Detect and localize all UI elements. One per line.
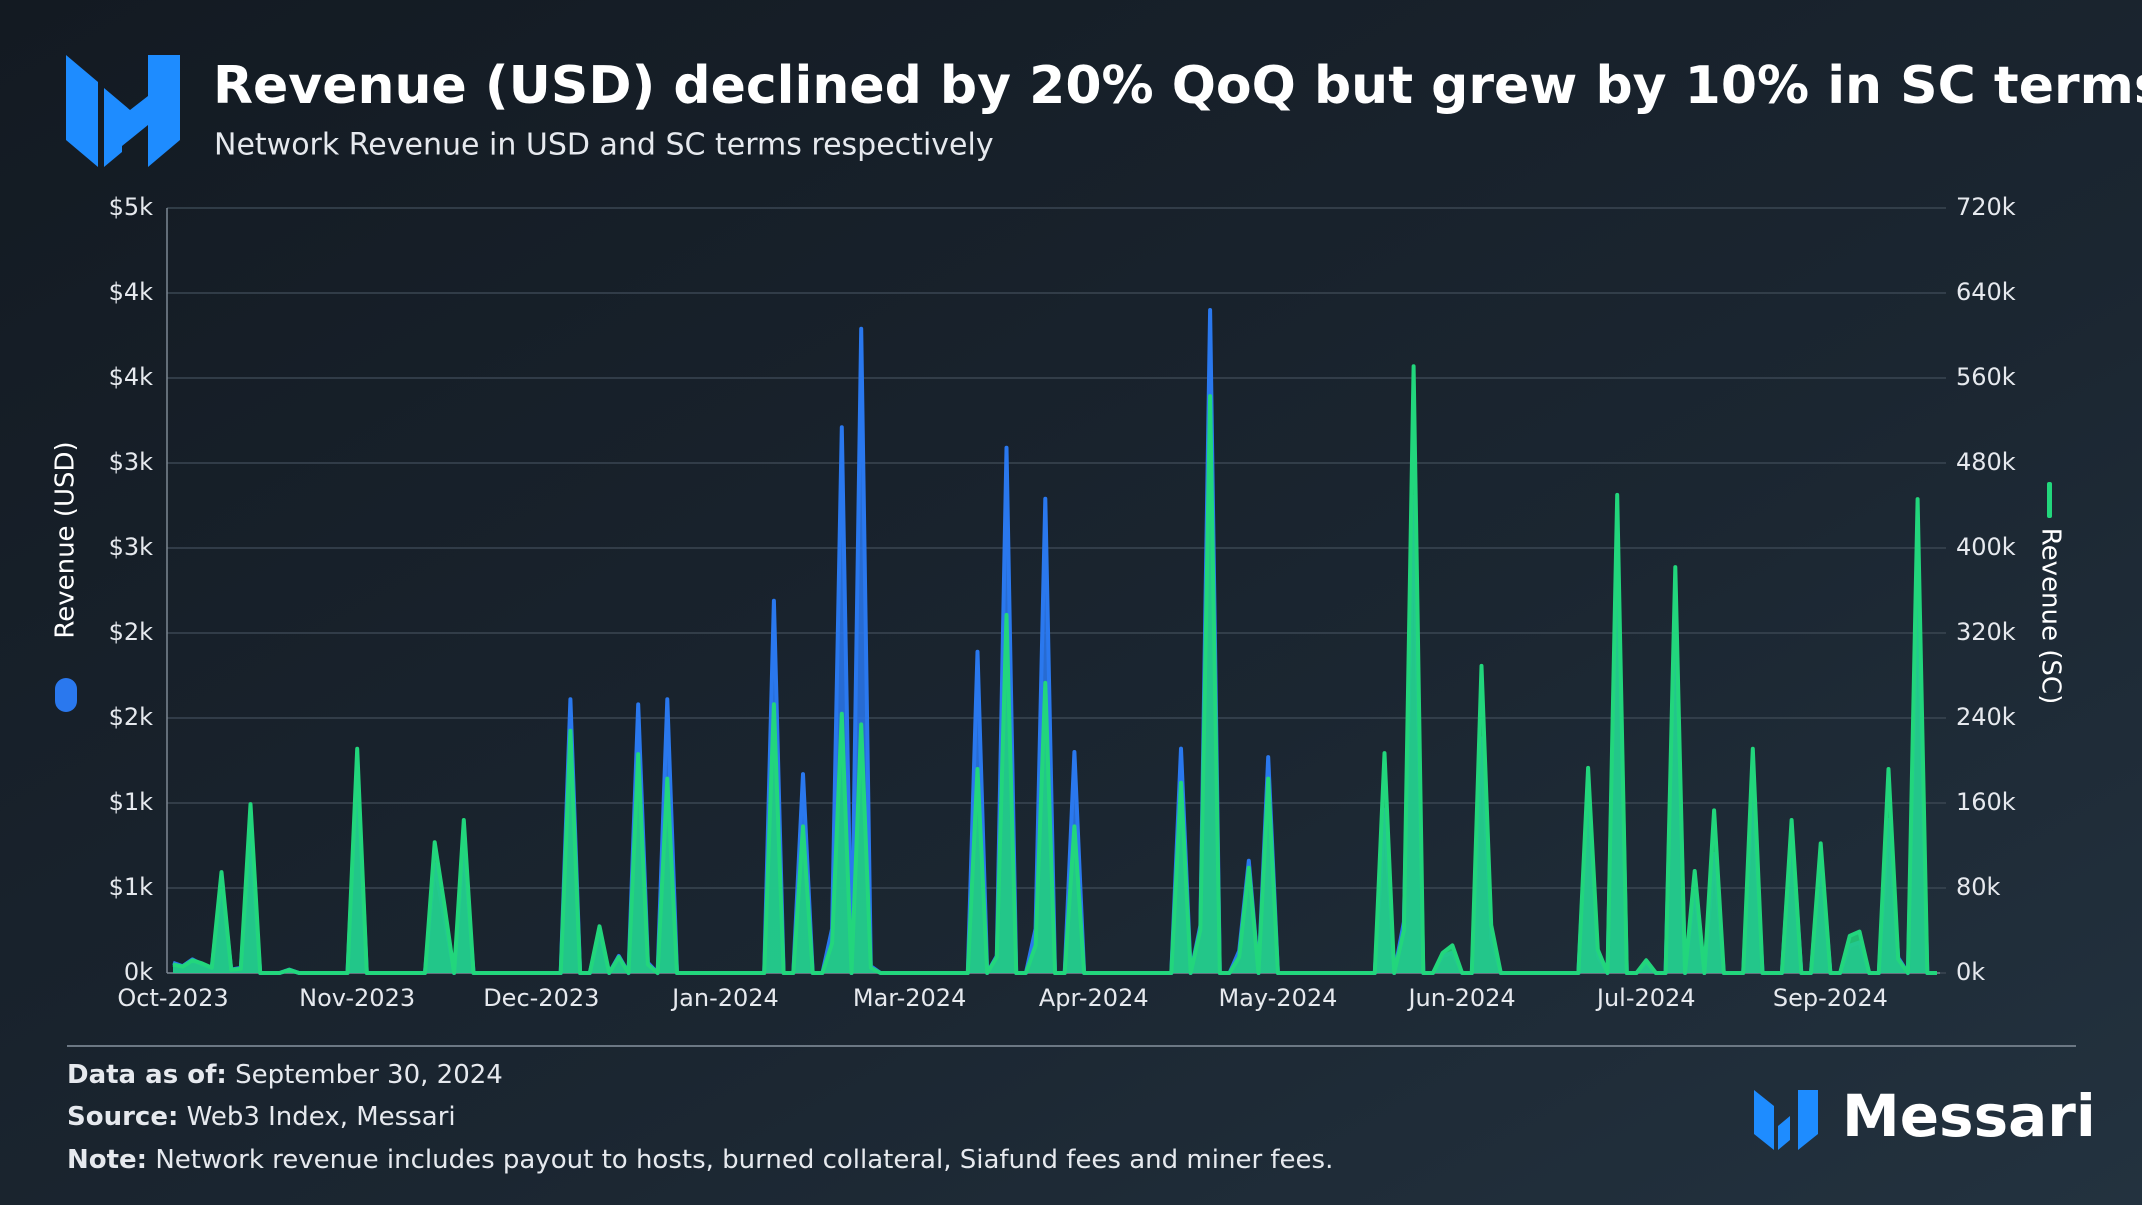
x-tick-label: Nov-2023 [299, 984, 415, 1012]
value: September 30, 2024 [235, 1060, 503, 1090]
y-tick-label: $3k [109, 533, 154, 561]
label: Source: [67, 1102, 178, 1132]
y-tick-label: 0k [124, 958, 153, 986]
y-axis-title: Revenue (USD) [51, 441, 81, 638]
chart-subtitle: Network Revenue in USD and SC terms resp… [214, 128, 994, 163]
footer-source: Source: Web3 Index, Messari [67, 1102, 456, 1132]
y2-tick-label: 400k [1956, 533, 2016, 561]
y-tick-label: $1k [109, 873, 154, 901]
y2-tick-label: 640k [1956, 278, 2016, 306]
x-tick-label: Jan-2024 [670, 984, 779, 1012]
brand-logo [1754, 1090, 1818, 1150]
y2-tick-label: 480k [1956, 448, 2016, 476]
y2-tick-label: 720k [1956, 193, 2016, 221]
logo [66, 55, 180, 167]
y-tick-label: $2k [109, 703, 154, 731]
footer-date: Data as of: September 30, 2024 [67, 1060, 503, 1090]
value: Network revenue includes payout to hosts… [155, 1145, 1333, 1175]
x-tick-label: May-2024 [1218, 984, 1337, 1012]
y-tick-label: $2k [109, 618, 154, 646]
x-tick-label: Apr-2024 [1039, 984, 1149, 1012]
y-tick-label: $1k [109, 788, 154, 816]
legend-marker [55, 678, 77, 712]
y-tick-label: $4k [109, 278, 154, 306]
y2-tick-label: 320k [1956, 618, 2016, 646]
y2-tick-label: 160k [1956, 788, 2016, 816]
x-tick-label: Jul-2024 [1595, 984, 1696, 1012]
y2-tick-label: 0k [1956, 958, 1985, 986]
y-tick-label: $5k [109, 193, 154, 221]
x-tick-label: Mar-2024 [853, 984, 966, 1012]
chart-title: Revenue (USD) declined by 20% QoQ but gr… [213, 56, 2142, 116]
y2-tick-label: 560k [1956, 363, 2016, 391]
footer-note: Note: Network revenue includes payout to… [67, 1145, 1333, 1175]
y-tick-label: $3k [109, 448, 154, 476]
y-tick-label: $4k [109, 363, 154, 391]
x-tick-label: Jun-2024 [1406, 984, 1515, 1012]
label: Note: [67, 1145, 147, 1175]
y2-tick-label: 240k [1956, 703, 2016, 731]
legend-marker [2047, 482, 2052, 518]
x-tick-label: Dec-2023 [483, 984, 599, 1012]
value: Web3 Index, Messari [187, 1102, 456, 1132]
series-line [172, 364, 1937, 975]
label: Data as of: [67, 1060, 227, 1090]
y2-axis-title: Revenue (SC) [2036, 528, 2066, 704]
brand-name: Messari [1842, 1082, 2096, 1150]
x-tick-label: Sep-2024 [1773, 984, 1888, 1012]
y2-tick-label: 80k [1956, 873, 2001, 901]
plot-area: 0k $1k $1k $2k $2k $3k $3k $4k $4k $5k 0k 80k 160k 24… [109, 193, 2016, 1012]
x-tick-label: Oct-2023 [117, 984, 228, 1012]
